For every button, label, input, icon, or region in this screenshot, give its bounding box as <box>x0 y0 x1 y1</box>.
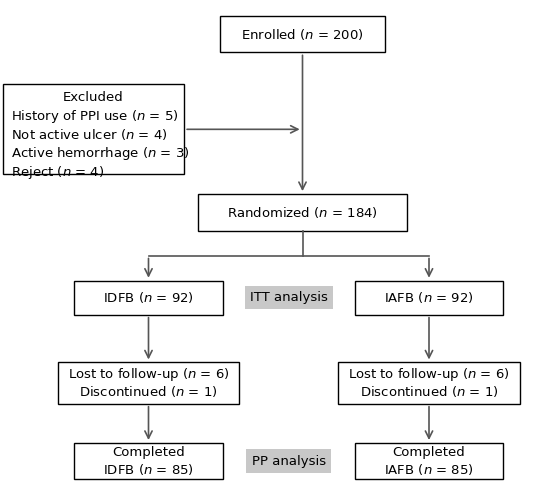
Bar <box>198 194 407 231</box>
Text: Lost to follow-up ($\it{n}$ = 6): Lost to follow-up ($\it{n}$ = 6) <box>68 366 229 383</box>
Text: Discontinued ($\it{n}$ = 1): Discontinued ($\it{n}$ = 1) <box>360 385 498 399</box>
Text: Completed: Completed <box>112 446 185 459</box>
Text: Lost to follow-up ($\it{n}$ = 6): Lost to follow-up ($\it{n}$ = 6) <box>348 366 510 383</box>
Text: IDFB ($\it{n}$ = 92): IDFB ($\it{n}$ = 92) <box>103 290 194 305</box>
Text: Randomized ($\it{n}$ = 184): Randomized ($\it{n}$ = 184) <box>227 205 378 220</box>
Bar <box>3 84 184 175</box>
Bar <box>355 281 503 315</box>
Text: IAFB ($\it{n}$ = 92): IAFB ($\it{n}$ = 92) <box>384 290 474 305</box>
Text: Enrolled ($\it{n}$ = 200): Enrolled ($\it{n}$ = 200) <box>241 27 364 41</box>
Bar <box>338 362 520 404</box>
Text: Reject ($\it{n}$ = 4): Reject ($\it{n}$ = 4) <box>11 163 104 181</box>
Text: ITT analysis: ITT analysis <box>250 291 328 304</box>
Text: IAFB ($\it{n}$ = 85): IAFB ($\it{n}$ = 85) <box>384 463 474 477</box>
Bar <box>74 443 223 479</box>
Text: Excluded: Excluded <box>63 91 124 104</box>
Text: Completed: Completed <box>393 446 465 459</box>
Text: Active hemorrhage ($\it{n}$ = 3): Active hemorrhage ($\it{n}$ = 3) <box>11 145 190 162</box>
Bar <box>220 16 385 52</box>
Bar <box>355 443 503 479</box>
Text: History of PPI use ($\it{n}$ = 5): History of PPI use ($\it{n}$ = 5) <box>11 108 179 125</box>
Bar <box>58 362 239 404</box>
Text: IDFB ($\it{n}$ = 85): IDFB ($\it{n}$ = 85) <box>103 463 194 477</box>
Text: Not active ulcer ($\it{n}$ = 4): Not active ulcer ($\it{n}$ = 4) <box>11 127 168 142</box>
Text: Discontinued ($\it{n}$ = 1): Discontinued ($\it{n}$ = 1) <box>79 385 218 399</box>
Text: PP analysis: PP analysis <box>252 455 326 468</box>
Bar <box>74 281 223 315</box>
